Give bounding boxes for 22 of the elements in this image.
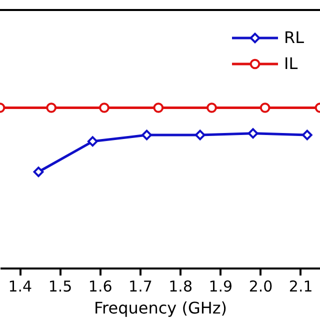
point <box>142 130 152 140</box>
point <box>206 102 217 113</box>
x-tick-label: 2.0 <box>248 278 273 296</box>
point <box>99 102 110 113</box>
x-axis-title: Frequency (GHz) <box>94 298 228 318</box>
legend-label: RL <box>284 28 304 47</box>
point <box>248 128 258 139</box>
x-tick-label: 1.5 <box>48 278 72 296</box>
point <box>194 130 206 140</box>
point <box>302 130 312 140</box>
point <box>33 166 44 178</box>
point <box>260 102 270 113</box>
x-tick-label: 1.4 <box>8 278 32 296</box>
point <box>153 102 164 113</box>
point <box>87 136 98 147</box>
legend-label: IL <box>284 54 298 73</box>
x-tick-label: 1.6 <box>88 278 112 296</box>
x-tick-label: 1.7 <box>128 278 152 296</box>
x-tick-label: 2.1 <box>288 278 313 296</box>
x-tick-label: 1.8 <box>168 278 192 296</box>
point <box>46 102 57 113</box>
x-tick-label: 1.9 <box>208 278 233 296</box>
